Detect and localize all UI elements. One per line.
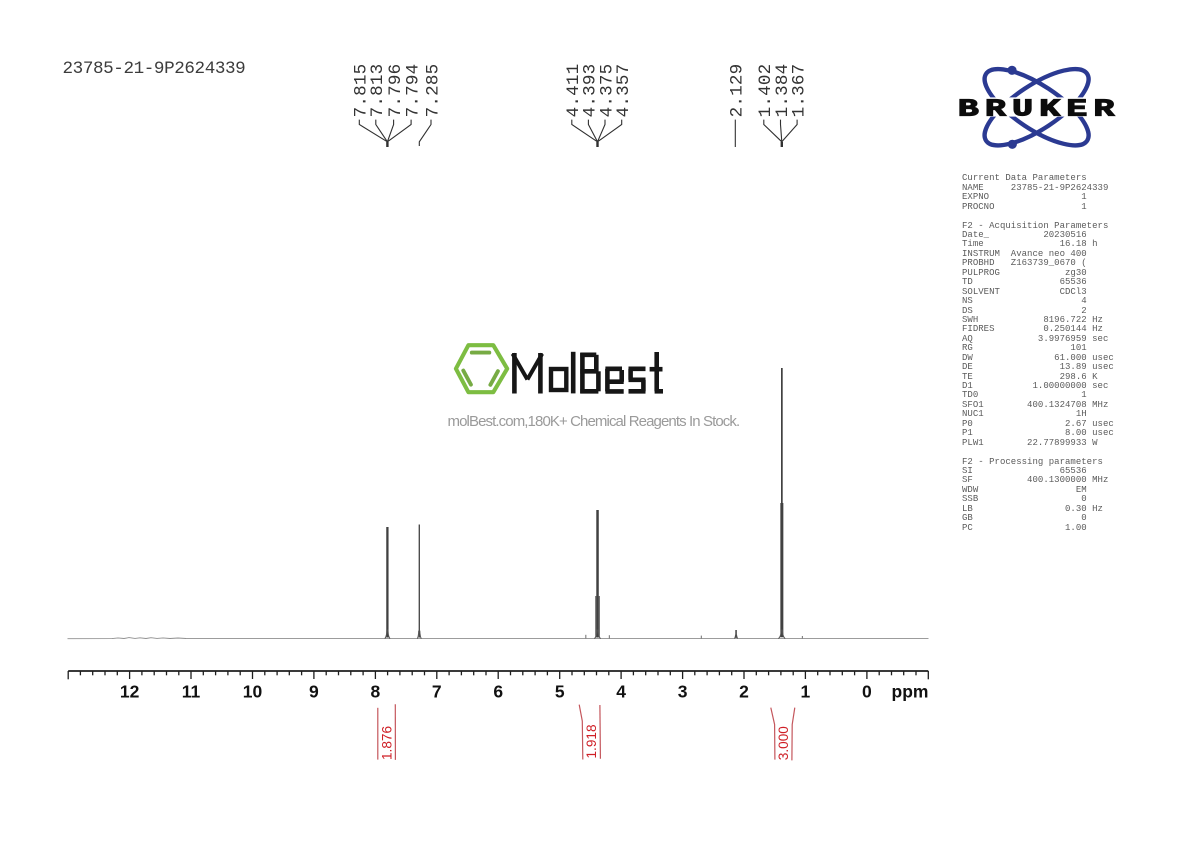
- svg-text:7: 7: [432, 682, 442, 702]
- svg-text:0: 0: [862, 682, 872, 702]
- svg-text:1.876: 1.876: [379, 726, 394, 760]
- svg-text:1: 1: [801, 682, 811, 702]
- svg-text:2.129: 2.129: [728, 64, 748, 118]
- svg-text:1.402: 1.402: [756, 64, 776, 118]
- svg-text:4.357: 4.357: [614, 64, 634, 118]
- svg-text:7.815: 7.815: [352, 64, 372, 118]
- svg-text:7.796: 7.796: [386, 64, 406, 118]
- svg-text:6: 6: [493, 682, 503, 702]
- svg-text:4.393: 4.393: [581, 64, 601, 118]
- svg-text:9: 9: [309, 682, 319, 702]
- svg-text:12: 12: [120, 682, 140, 702]
- svg-text:3.000: 3.000: [776, 726, 791, 760]
- svg-text:1.367: 1.367: [789, 64, 809, 118]
- svg-text:2: 2: [739, 682, 749, 702]
- svg-text:8: 8: [371, 682, 381, 702]
- svg-text:11: 11: [182, 682, 201, 702]
- svg-text:3: 3: [678, 682, 688, 702]
- svg-text:5: 5: [555, 682, 565, 702]
- svg-text:4.411: 4.411: [564, 64, 584, 118]
- svg-text:BRUKER: BRUKER: [958, 96, 1121, 124]
- svg-text:ppm: ppm: [892, 682, 929, 702]
- svg-text:10: 10: [243, 682, 263, 702]
- svg-text:7.813: 7.813: [368, 64, 388, 118]
- svg-text:1.384: 1.384: [773, 64, 793, 118]
- svg-text:1.918: 1.918: [584, 724, 599, 758]
- svg-text:4: 4: [616, 682, 626, 702]
- svg-text:7.794: 7.794: [403, 64, 423, 118]
- svg-text:7.285: 7.285: [423, 64, 443, 118]
- svg-text:4.375: 4.375: [597, 64, 617, 118]
